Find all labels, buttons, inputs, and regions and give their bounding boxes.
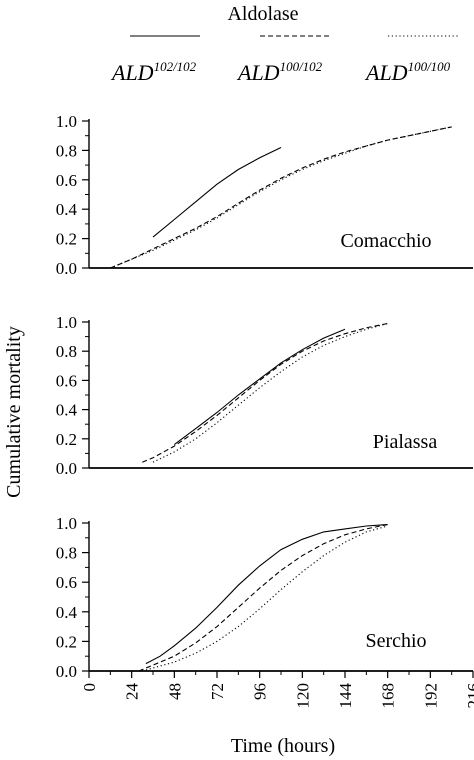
series-line-solid — [145, 523, 388, 665]
x-tick-label: 0 — [80, 683, 99, 692]
y-tick-label: 0.8 — [56, 342, 77, 361]
x-tick-label: 192 — [421, 683, 440, 709]
x-tick-label: 120 — [293, 683, 312, 709]
series-line-solid — [152, 147, 282, 238]
series-line-dashed — [138, 523, 388, 672]
x-tick-label: 144 — [336, 683, 355, 709]
y-tick-label: 0.8 — [56, 141, 77, 160]
x-tick-label: 72 — [208, 683, 227, 700]
legend-entry-dotted: ALD100/100 — [364, 59, 451, 85]
panel-label: Serchio — [365, 630, 426, 652]
y-tick-label: 0.0 — [56, 662, 77, 681]
y-tick-label: 0.2 — [56, 430, 77, 449]
panel-label: Pialassa — [373, 431, 438, 453]
chart-panels: 0.00.20.40.60.81.0Comacchio0.00.20.40.60… — [56, 112, 474, 709]
y-tick-label: 1.0 — [56, 313, 77, 332]
legend-title: Aldolase — [227, 3, 298, 25]
y-tick-label: 0.8 — [56, 544, 77, 563]
y-tick-label: 0.0 — [56, 259, 77, 278]
y-tick-label: 0.0 — [56, 459, 77, 478]
y-tick-label: 1.0 — [56, 112, 77, 131]
x-tick-label: 216 — [464, 683, 474, 709]
series-line-dotted — [152, 322, 388, 463]
x-tick-label: 48 — [165, 683, 184, 700]
y-tick-label: 0.2 — [56, 230, 77, 249]
x-tick-label: 96 — [251, 683, 270, 700]
y-tick-label: 0.6 — [56, 573, 77, 592]
y-tick-label: 0.2 — [56, 632, 77, 651]
panel-serchio: 0.0 0.2 0.4 0.6 0.8 1.0 0 24 48 72 96 120 144 168 192 2… — [56, 514, 474, 709]
legend-entry-solid: ALD102/102 — [110, 59, 197, 85]
x-tick-label: 24 — [123, 683, 142, 701]
series-line-dashed — [110, 126, 452, 269]
series-line-dotted — [142, 525, 388, 672]
y-axis-label: Cumulative mortality — [3, 326, 25, 498]
series-line-solid — [173, 328, 346, 446]
series-line-dashed — [142, 322, 388, 463]
y-tick-label: 0.6 — [56, 371, 77, 390]
y-tick-label: 0.4 — [56, 603, 78, 622]
series-line-dotted — [110, 126, 452, 269]
legend-entry-dashed: ALD100/102 — [236, 59, 323, 85]
panel-pialassa: 0.0 0.2 0.4 0.6 0.8 1.0 Pialassa — [56, 313, 473, 478]
legend: Aldolase ALD102/102 ALD100/102 ALD100/100 — [110, 3, 458, 85]
y-tick-label: 0.6 — [56, 171, 77, 190]
x-tick-label: 168 — [379, 683, 398, 709]
x-axis-label: Time (hours) — [231, 735, 335, 757]
y-tick-label: 0.4 — [56, 401, 78, 420]
panel-comacchio: 0.0 0.2 0.4 0.6 0.8 1.0 Comacchio — [56, 112, 473, 278]
y-tick-label: 1.0 — [56, 514, 77, 533]
panel-label: Comacchio — [340, 230, 431, 252]
y-tick-label: 0.4 — [56, 200, 78, 219]
